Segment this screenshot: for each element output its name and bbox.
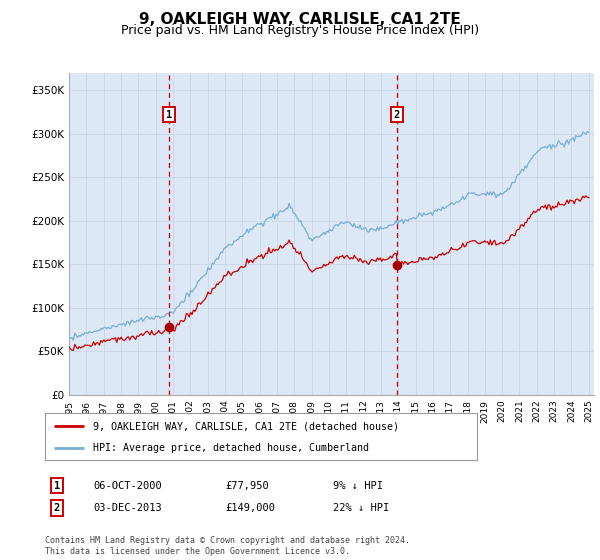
Text: 9, OAKLEIGH WAY, CARLISLE, CA1 2TE (detached house): 9, OAKLEIGH WAY, CARLISLE, CA1 2TE (deta… [92, 421, 398, 431]
Text: £77,950: £77,950 [225, 480, 269, 491]
Text: HPI: Average price, detached house, Cumberland: HPI: Average price, detached house, Cumb… [92, 444, 368, 454]
Text: 1: 1 [54, 480, 60, 491]
Text: Contains HM Land Registry data © Crown copyright and database right 2024.
This d: Contains HM Land Registry data © Crown c… [45, 536, 410, 556]
Text: 9, OAKLEIGH WAY, CARLISLE, CA1 2TE: 9, OAKLEIGH WAY, CARLISLE, CA1 2TE [139, 12, 461, 27]
Text: £149,000: £149,000 [225, 503, 275, 513]
Text: 03-DEC-2013: 03-DEC-2013 [93, 503, 162, 513]
Text: 2: 2 [54, 503, 60, 513]
Text: Price paid vs. HM Land Registry's House Price Index (HPI): Price paid vs. HM Land Registry's House … [121, 24, 479, 37]
Text: 1: 1 [166, 110, 172, 120]
Text: 22% ↓ HPI: 22% ↓ HPI [333, 503, 389, 513]
Text: 9% ↓ HPI: 9% ↓ HPI [333, 480, 383, 491]
Text: 06-OCT-2000: 06-OCT-2000 [93, 480, 162, 491]
Text: 2: 2 [394, 110, 400, 120]
